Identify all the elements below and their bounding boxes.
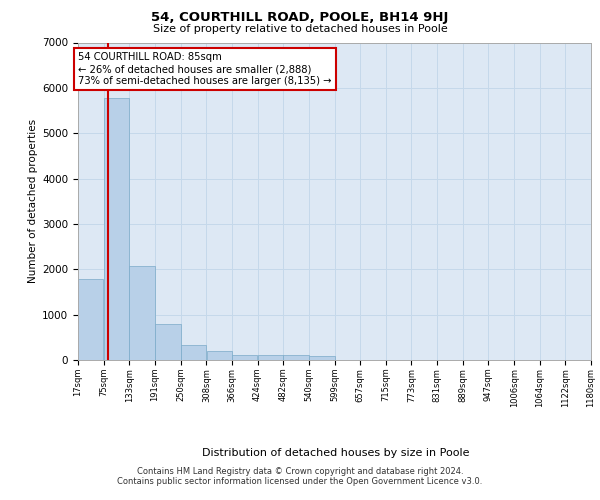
Bar	[283, 356, 308, 360]
Bar	[104, 98, 129, 360]
Text: Size of property relative to detached houses in Poole: Size of property relative to detached ho…	[152, 24, 448, 34]
Bar	[130, 266, 155, 360]
Text: Contains HM Land Registry data © Crown copyright and database right 2024.: Contains HM Land Registry data © Crown c…	[137, 467, 463, 476]
Y-axis label: Number of detached properties: Number of detached properties	[28, 119, 38, 284]
Bar	[232, 355, 257, 360]
Bar	[181, 345, 206, 360]
Text: 54, COURTHILL ROAD, POOLE, BH14 9HJ: 54, COURTHILL ROAD, POOLE, BH14 9HJ	[151, 11, 449, 24]
Text: Contains public sector information licensed under the Open Government Licence v3: Contains public sector information licen…	[118, 477, 482, 486]
Text: 54 COURTHILL ROAD: 85sqm
← 26% of detached houses are smaller (2,888)
73% of sem: 54 COURTHILL ROAD: 85sqm ← 26% of detach…	[79, 52, 332, 86]
Text: Distribution of detached houses by size in Poole: Distribution of detached houses by size …	[202, 448, 470, 458]
Bar	[155, 324, 181, 360]
Bar	[258, 356, 283, 360]
Bar	[78, 280, 103, 360]
Bar	[309, 356, 335, 360]
Bar	[206, 352, 232, 360]
